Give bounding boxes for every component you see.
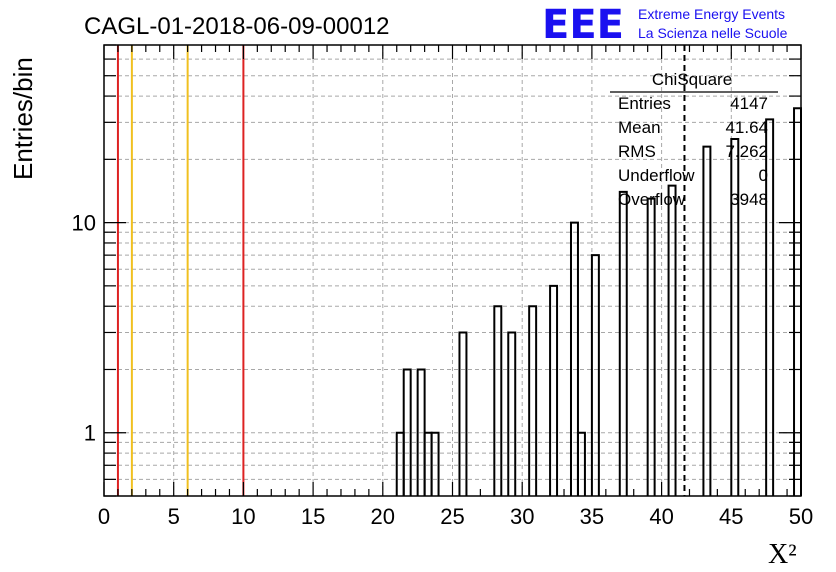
x-tick-label: 30	[510, 504, 534, 529]
x-tick-label: 40	[649, 504, 673, 529]
stats-value: 3948	[730, 190, 768, 209]
stats-box: ChiSquare Entries 4147 Mean 41.64 RMS 7.262 Un…	[610, 70, 778, 209]
x-tick-label: 10	[231, 504, 255, 529]
histogram-bin	[549, 284, 559, 496]
histogram-bin	[576, 431, 586, 496]
x-tick-label: 20	[371, 504, 395, 529]
stats-rows: Entries 4147 Mean 41.64 RMS 7.262 Underflow 0 Ov…	[618, 94, 768, 209]
stats-label: Underflow	[618, 166, 695, 185]
stats-value: 0	[759, 166, 768, 185]
histogram-bin	[493, 305, 503, 496]
logo-line-2: La Scienza nelle Scuole	[638, 25, 788, 41]
stats-label: Overflow	[618, 190, 686, 209]
y-tick-label: 10	[72, 211, 96, 236]
axis-ticks	[103, 44, 802, 497]
stats-label: Entries	[618, 94, 671, 113]
histogram-bin	[507, 331, 517, 496]
y-tick-labels: 1 10	[72, 211, 96, 446]
stats-name: ChiSquare	[652, 70, 732, 89]
x-tick-label: 0	[98, 504, 110, 529]
reference-lines	[116, 45, 686, 496]
eee-logo-mark: EEE	[542, 2, 624, 48]
histogram-bin	[569, 221, 579, 496]
x-tick-label: 15	[301, 504, 325, 529]
histogram-bin	[458, 331, 468, 496]
eee-logo: EEE Extreme Energy Events La Scienza nel…	[542, 2, 788, 48]
x-tick-label: 45	[719, 504, 743, 529]
stats-label: RMS	[618, 142, 656, 161]
x-tick-label: 50	[789, 504, 813, 529]
grid	[104, 44, 801, 497]
x-tick-label: 35	[580, 504, 604, 529]
histogram-bin	[646, 197, 656, 496]
histogram-bars	[395, 107, 802, 496]
stats-value: 41.64	[725, 118, 768, 137]
x-tick-label: 5	[168, 504, 180, 529]
x-tick-labels: 0 5 10 15 20 25 30 35 40 45 50	[98, 504, 813, 529]
stats-label: Mean	[618, 118, 661, 137]
histogram-bin	[793, 107, 802, 496]
stats-value: 4147	[730, 94, 768, 113]
stats-value: 7.262	[725, 142, 768, 161]
histogram-bin	[618, 190, 628, 496]
histogram-bin	[667, 184, 677, 496]
x-tick-label: 25	[440, 504, 464, 529]
histogram-bin	[402, 368, 412, 496]
histogram-bin	[702, 145, 712, 496]
logo-line-1: Extreme Energy Events	[638, 6, 785, 22]
chart-title: CAGL-01-2018-06-09-00012	[84, 13, 390, 40]
histogram-bin	[590, 254, 600, 496]
x-axis-label: X²	[768, 539, 797, 570]
histogram-bin	[430, 431, 440, 496]
y-axis-label: Entries/bin	[8, 57, 38, 180]
histogram-bin	[528, 305, 538, 496]
histogram-bin	[730, 137, 740, 496]
histogram-bin	[765, 118, 775, 496]
y-tick-label: 1	[84, 421, 96, 446]
